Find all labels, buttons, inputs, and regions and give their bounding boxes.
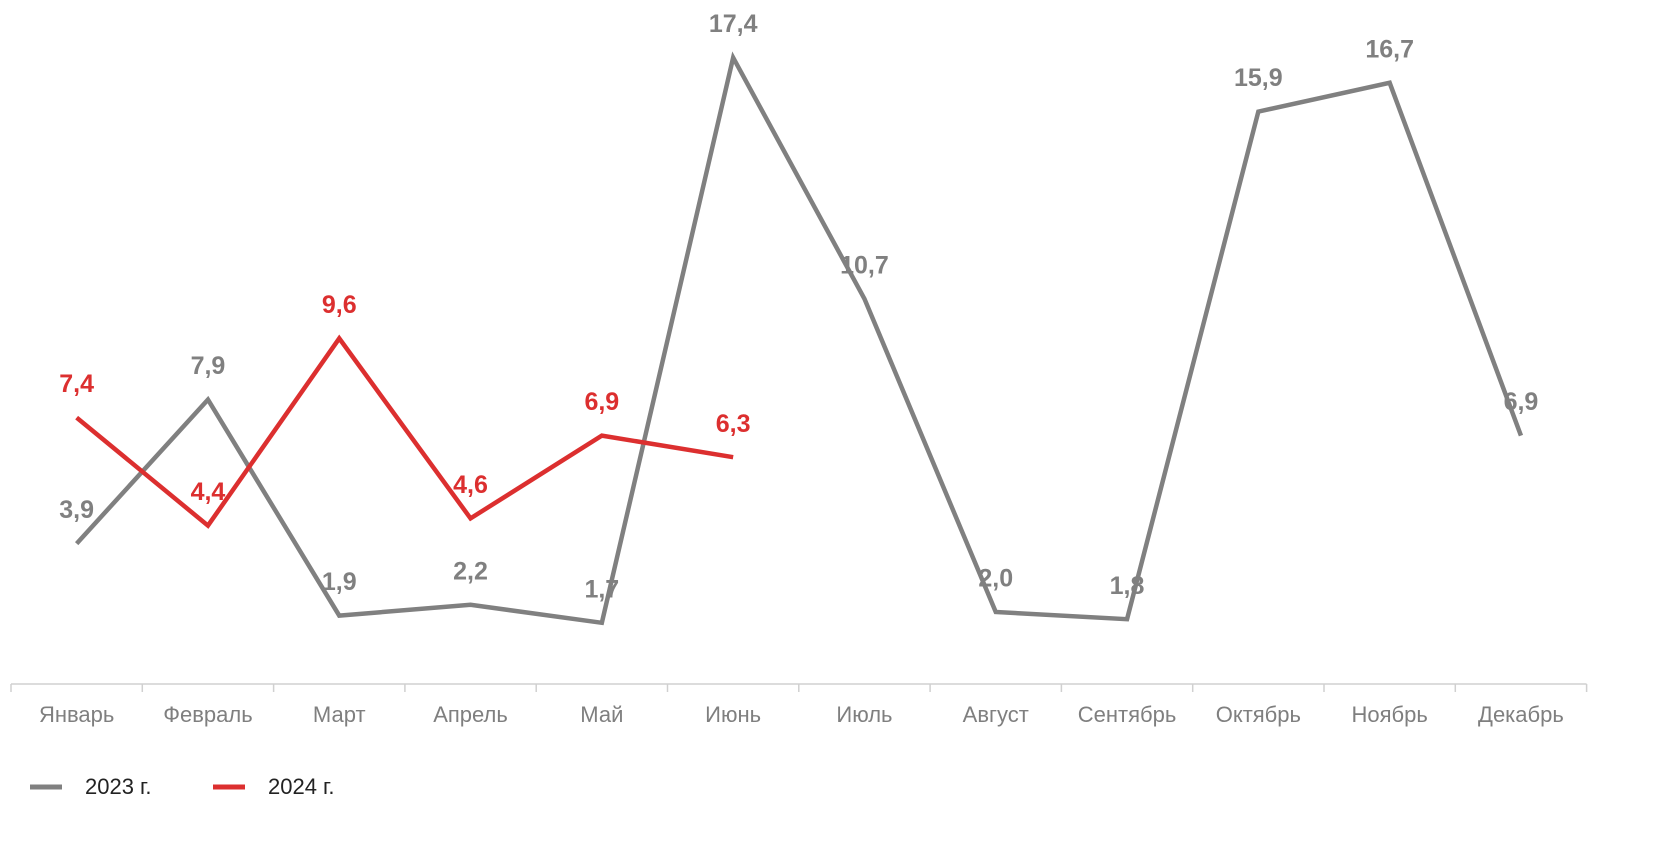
series-line — [74, 51, 1524, 626]
x-tick-label: Май — [580, 702, 623, 727]
x-tick-label: Ноябрь — [1351, 702, 1427, 727]
value-label: 3,9 — [59, 496, 94, 524]
x-tick-label: Июнь — [705, 702, 761, 727]
value-label: 9,6 — [322, 291, 357, 319]
value-label: 1,9 — [322, 568, 357, 596]
value-label: 1,8 — [1110, 572, 1145, 600]
x-tick-label: Март — [313, 702, 366, 727]
x-tick-label: Сентябрь — [1078, 702, 1177, 727]
value-label: 10,7 — [840, 251, 889, 279]
value-label: 4,6 — [453, 471, 488, 499]
x-tick-label: Август — [963, 702, 1029, 727]
value-label: 7,4 — [59, 370, 94, 398]
value-label: 15,9 — [1234, 64, 1283, 92]
value-label: 4,4 — [191, 478, 226, 506]
value-label: 17,4 — [709, 10, 758, 38]
value-label: 6,9 — [1504, 388, 1539, 416]
x-tick-label: Октябрь — [1216, 702, 1301, 727]
x-tick-label: Декабрь — [1478, 702, 1564, 727]
value-label: 6,3 — [716, 410, 751, 438]
value-label: 7,9 — [191, 352, 226, 380]
x-tick-label: Апрель — [433, 702, 508, 727]
value-label: 2,2 — [453, 557, 488, 585]
x-tick-label: Июль — [836, 702, 892, 727]
value-label: 16,7 — [1365, 35, 1414, 63]
series-line — [75, 334, 734, 529]
value-label: 1,7 — [584, 575, 619, 603]
legend-label: 2023 г. — [85, 774, 152, 799]
x-tick-label: Январь — [39, 702, 114, 727]
value-label: 6,9 — [584, 388, 619, 416]
legend-label: 2024 г. — [268, 774, 335, 799]
value-label: 2,0 — [978, 565, 1013, 593]
x-tick-label: Февраль — [163, 702, 252, 727]
